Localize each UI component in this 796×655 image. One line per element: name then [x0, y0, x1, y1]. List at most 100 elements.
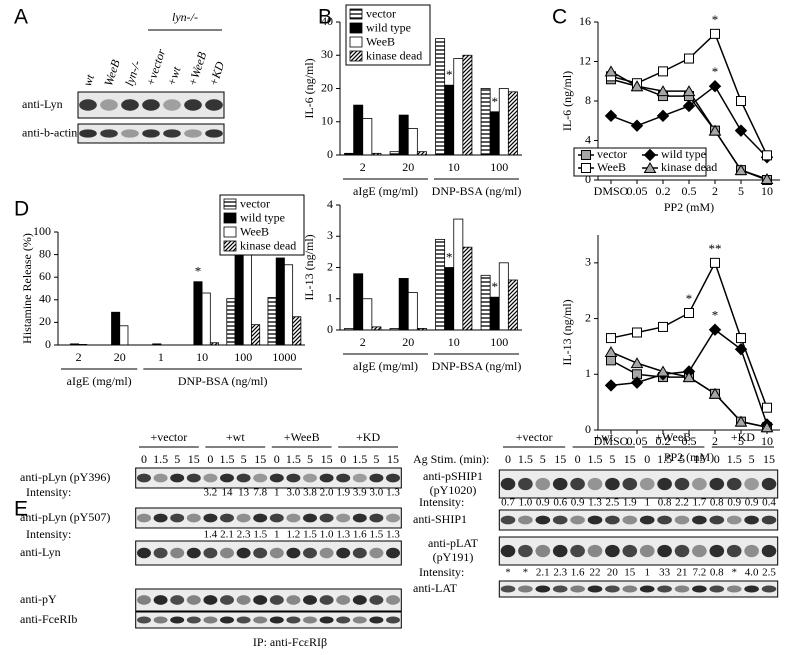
- y-tick-label: 3: [327, 228, 333, 242]
- intensity: 2.1: [220, 529, 234, 541]
- blot-band: [709, 585, 725, 593]
- bar: [111, 311, 121, 346]
- time-label: 1.5: [220, 452, 235, 466]
- blot-band: [552, 585, 568, 593]
- bar: [444, 84, 455, 156]
- time-label: 5: [373, 452, 379, 466]
- marker: [604, 346, 618, 357]
- blot-band: [286, 473, 301, 483]
- legend-swatch: [349, 36, 363, 48]
- x-tick-label: 20: [402, 160, 414, 174]
- legend-swatch: [223, 198, 237, 210]
- legend-label: wild type: [661, 147, 706, 161]
- blot-band: [137, 616, 151, 624]
- time-label: 0: [575, 452, 581, 466]
- blot-band: [286, 547, 301, 559]
- bar: [435, 238, 446, 331]
- blot-band: [605, 477, 620, 491]
- intensity: 3.8: [303, 487, 317, 499]
- group-label: aIgE (mg/ml): [67, 374, 132, 388]
- legend-swatch: [349, 8, 363, 20]
- blot-band: [142, 129, 160, 138]
- intensity: 1.9: [336, 487, 350, 499]
- blot-band: [622, 585, 638, 593]
- x-tick-label: DMSO: [594, 434, 629, 448]
- blot-band: [269, 547, 284, 559]
- blot-band: [500, 585, 516, 593]
- annotation: **: [709, 241, 722, 256]
- blot-band: [336, 595, 351, 605]
- lane-label: +KD: [206, 60, 227, 88]
- row-label: Intensity:: [26, 527, 71, 541]
- bar: [507, 279, 518, 331]
- x-tick-label: 10: [448, 335, 460, 349]
- y-tick-label: 80: [39, 246, 51, 260]
- time-label: 5: [174, 452, 180, 466]
- intensity: 7.2: [693, 567, 707, 579]
- bar: [489, 111, 500, 156]
- bar: [292, 316, 302, 346]
- legend-swatch: [349, 22, 363, 34]
- marker: [684, 308, 694, 318]
- blot-band: [352, 513, 367, 523]
- row-label: anti-Lyn: [22, 97, 63, 111]
- blot-band: [352, 547, 367, 559]
- intensity: 1.7: [693, 497, 707, 509]
- x-tick-label: 5: [738, 434, 744, 448]
- group-label: +WeeB: [655, 430, 691, 444]
- blot-band: [639, 515, 655, 525]
- blot-band: [205, 99, 223, 111]
- time-label: 15: [188, 452, 200, 466]
- blot-band: [203, 616, 218, 624]
- marker: [682, 85, 696, 97]
- blot-band: [552, 477, 568, 491]
- blot-band: [153, 595, 168, 605]
- blot-band: [709, 515, 725, 525]
- blot-band: [622, 477, 638, 491]
- x-tick-label: 0.05: [627, 434, 648, 448]
- blot-band: [163, 99, 181, 111]
- group-label: +vector: [151, 430, 188, 444]
- blot-band: [269, 473, 284, 483]
- row-label: Intensity:: [419, 565, 464, 579]
- intensity: 1.2: [287, 529, 301, 541]
- time-label: 0: [714, 452, 720, 466]
- y-tick-label: 12: [579, 53, 591, 67]
- blot-band: [142, 99, 160, 111]
- blot-band: [319, 513, 334, 523]
- time-label: 15: [254, 452, 266, 466]
- blot-band: [269, 616, 284, 624]
- blot-band: [552, 515, 568, 525]
- bar: [242, 250, 252, 346]
- y-tick-label: 4: [327, 197, 333, 211]
- row-label: (pY191): [433, 550, 474, 564]
- x-tick-label: 2: [712, 434, 718, 448]
- marker: [708, 323, 722, 336]
- legend-label: WeeB: [240, 224, 269, 238]
- intensity: 0.9: [536, 497, 550, 509]
- intensity: 1.0: [320, 529, 334, 541]
- blot-band: [286, 513, 301, 523]
- blot-strip: [135, 611, 402, 629]
- bar: [362, 118, 373, 156]
- marker: [682, 99, 696, 113]
- y-tick-label: 8: [585, 93, 591, 107]
- row-label: anti-pLyn (pY396): [20, 470, 110, 484]
- blot-band: [369, 616, 384, 624]
- bar: [507, 91, 518, 156]
- intensity: 1.6: [353, 529, 367, 541]
- time-label: 15: [624, 452, 636, 466]
- marker: [604, 379, 618, 392]
- group-label: DNP-BSA (ng/ml): [432, 359, 522, 373]
- y-tick-label: 40: [321, 14, 333, 28]
- intensity: 2.5: [762, 567, 776, 579]
- legend-swatch: [223, 226, 237, 238]
- blot-band: [657, 585, 672, 593]
- blot-band: [587, 585, 603, 593]
- x-tick-label: 2: [360, 335, 366, 349]
- x-tick-label: 10: [196, 350, 208, 364]
- intensity: 3.0: [370, 487, 384, 499]
- time-label: 0: [505, 452, 511, 466]
- intensity: 13: [238, 487, 250, 499]
- blot-band: [369, 513, 384, 523]
